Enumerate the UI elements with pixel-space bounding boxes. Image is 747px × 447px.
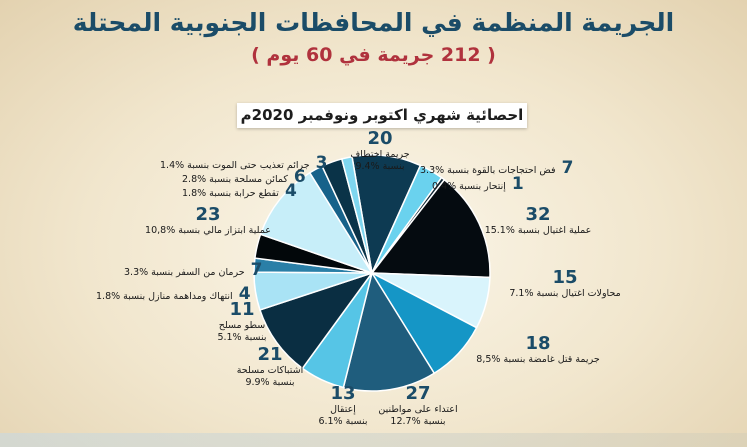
label-raids: 4 انتهاك ومداهمة منازل بنسبة %1.8 <box>96 284 251 304</box>
label-travel-ban: 7 حرمان من السفر بنسبة %3.3 <box>124 260 263 280</box>
label-banditry: 4 تقطع حرابة بنسبة %1.8 <box>182 181 297 201</box>
label-torture-text: جرائم تعذيب حتى الموت بنسبة %1.4 <box>160 160 310 171</box>
label-arrest-text: إعتقال <box>330 404 356 415</box>
label-mystery-murder-value: 18 <box>525 333 551 354</box>
label-banditry-text: تقطع حرابة بنسبة %1.8 <box>182 188 279 199</box>
page-subtitle: ( 212 جريمة في 60 يوم ) <box>251 44 496 66</box>
label-raids-text: انتهاك ومداهمة منازل بنسبة %1.8 <box>96 291 233 302</box>
label-ambushes: 6 كمائن مسلحة بنسبة %2.8 <box>182 167 306 187</box>
pie-slice-12 <box>259 171 374 275</box>
pie-slice-15 <box>340 155 373 274</box>
pie-slice-3 <box>370 178 491 279</box>
label-arrest-pct: بنسبة %6.1 <box>318 416 368 427</box>
label-clashes-pct: بنسبة %9.9 <box>245 377 295 388</box>
chart-title: احصائية شهري اكتوبر ونوفمبر 2020م <box>240 106 524 124</box>
footer-band <box>0 433 747 447</box>
label-kidnapping: 20 جريمة اختطاف بنسبة %9.4 <box>335 129 425 173</box>
label-armed-robbery-value: 11 <box>229 299 255 320</box>
label-banditry-value: 4 <box>284 181 297 201</box>
label-extortion-value: 23 <box>195 204 221 225</box>
label-assassination-pct: بنسبة %15.1 <box>484 225 540 236</box>
label-armed-robbery-pct: بنسبة %5.1 <box>217 332 267 343</box>
label-clashes-value: 21 <box>257 344 283 365</box>
label-assault-pct: بنسبة %12.7 <box>390 416 446 427</box>
label-protest-value: 7 <box>561 158 574 178</box>
label-travel-ban-text: حرمان من السفر بنسبة %3.3 <box>124 267 245 278</box>
label-raids-value: 4 <box>238 284 251 304</box>
label-travel-ban-value: 7 <box>250 260 263 280</box>
label-attempts-text: محاولات اغتيال بنسبة %7.1 <box>509 288 621 299</box>
label-attempts-value: 15 <box>552 267 578 288</box>
label-arrest-value: 13 <box>330 383 356 404</box>
label-assault-text: اعتداء على مواطنين <box>378 404 458 415</box>
label-assassination-text: عملية اغتيال <box>542 225 592 236</box>
label-protest: 7 فض احتجاجات بالقوة بنسبة %3.3 <box>420 158 573 178</box>
label-extortion: 23 عملية ابتزاز مالي بنسبة %10,8 <box>118 205 298 237</box>
label-extortion-text: عملية ابتزاز مالي بنسبة %10,8 <box>145 225 271 236</box>
label-armed-robbery-text: سطو مسلح <box>218 320 266 331</box>
label-suicide-value: 1 <box>511 174 524 194</box>
pie-slice-8 <box>258 271 374 370</box>
label-ambushes-value: 6 <box>293 167 306 187</box>
label-kidnapping-text: جريمة اختطاف <box>350 149 410 160</box>
pie-slice-6 <box>342 271 436 392</box>
label-suicide-text: إنتحار بنسبة %0.4 <box>432 181 506 192</box>
page-title: الجريمة المنظمة في المحافظات الجنوبية ال… <box>72 8 675 37</box>
label-attempts: 15 محاولات اغتيال بنسبة %7.1 <box>490 268 640 300</box>
label-arrest: 13 إعتقال بنسبة %6.1 <box>313 384 373 428</box>
label-torture: 3 جرائم تعذيب حتى الموت بنسبة %1.4 <box>160 153 328 173</box>
label-assault-value: 27 <box>405 383 431 404</box>
label-assassination-value: 32 <box>525 204 551 225</box>
label-ambushes-text: كمائن مسلحة بنسبة %2.8 <box>182 174 288 185</box>
label-kidnapping-pct: بنسبة %9.4 <box>355 161 405 172</box>
label-suicide: 1 إنتحار بنسبة %0.4 <box>432 174 524 194</box>
label-clashes-text: اشتباكات مسلحة <box>236 365 304 376</box>
label-assassination: 32 عملية اغتيال بنسبة %15.1 <box>478 205 598 237</box>
chart-title-bar: احصائية شهري اكتوبر ونوفمبر 2020م <box>237 103 527 128</box>
label-kidnapping-value: 20 <box>367 128 393 149</box>
label-assassination-line: عملية اغتيال بنسبة %15.1 <box>478 225 598 237</box>
label-clashes: 21 اشتباكات مسلحة بنسبة %9.9 <box>220 345 320 389</box>
label-torture-value: 3 <box>315 153 328 173</box>
label-mystery-murder: 18 جريمة قتل غامضة بنسبة %8,5 <box>463 334 613 366</box>
label-protest-text: فض احتجاجات بالقوة بنسبة %3.3 <box>420 165 556 176</box>
label-armed-robbery: 11 سطو مسلح بنسبة %5.1 <box>207 300 277 344</box>
label-assault: 27 اعتداء على مواطنين بنسبة %12.7 <box>368 384 468 428</box>
label-mystery-murder-text: جريمة قتل غامضة بنسبة %8,5 <box>476 354 600 365</box>
